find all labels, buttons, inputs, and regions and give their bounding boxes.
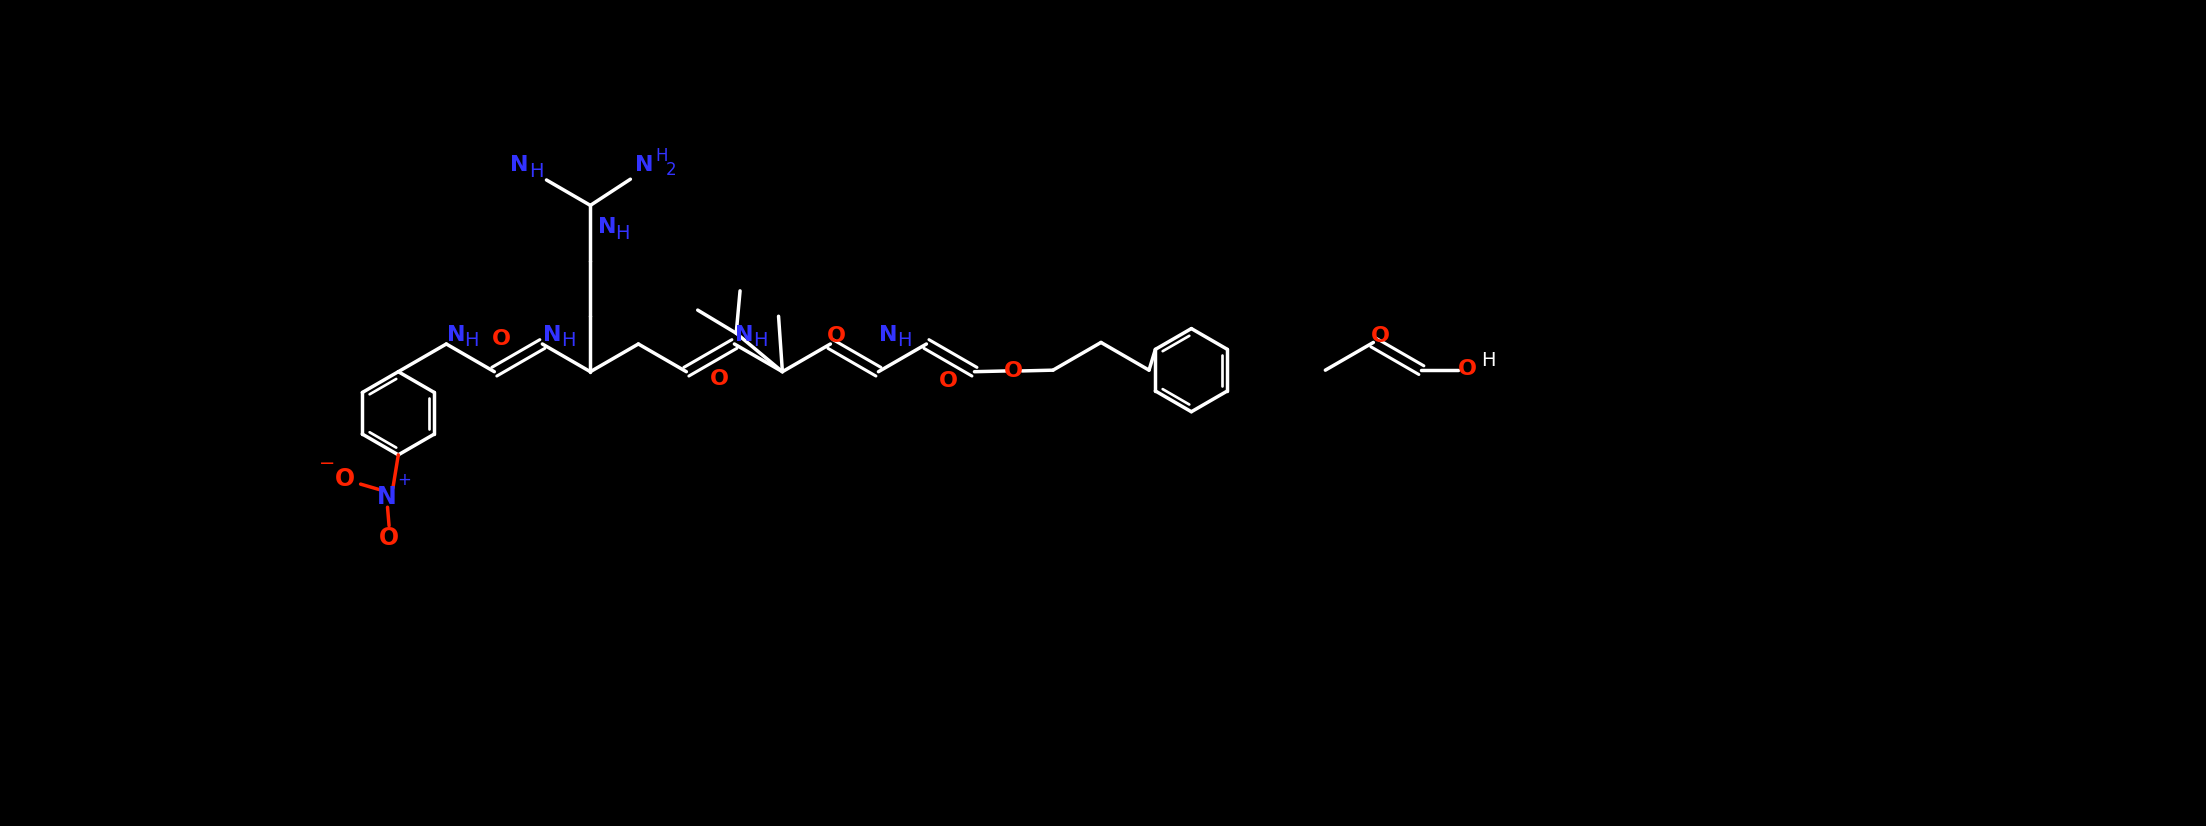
Text: +: + [397,472,410,489]
Text: H: H [655,147,668,165]
Text: 2: 2 [666,161,677,179]
Text: −: − [320,453,335,472]
Text: O: O [1004,361,1021,381]
Text: N: N [735,325,754,344]
Text: O: O [827,326,845,346]
Text: H: H [896,331,911,350]
Text: O: O [710,368,730,388]
Text: N: N [880,325,898,344]
Text: H: H [560,331,576,350]
Text: O: O [1458,359,1478,379]
Text: N: N [598,217,615,237]
Text: O: O [1370,325,1390,345]
Text: N: N [510,154,529,174]
Text: O: O [335,468,355,491]
Text: N: N [377,485,397,509]
Text: O: O [492,329,512,349]
Text: N: N [543,325,563,344]
Text: O: O [379,526,399,550]
Text: O: O [938,371,957,391]
Text: H: H [465,331,479,350]
Text: H: H [529,162,543,181]
Text: N: N [448,325,465,344]
Text: H: H [615,224,631,243]
Text: N: N [635,154,653,174]
Text: H: H [752,331,768,350]
Text: H: H [1480,351,1496,370]
